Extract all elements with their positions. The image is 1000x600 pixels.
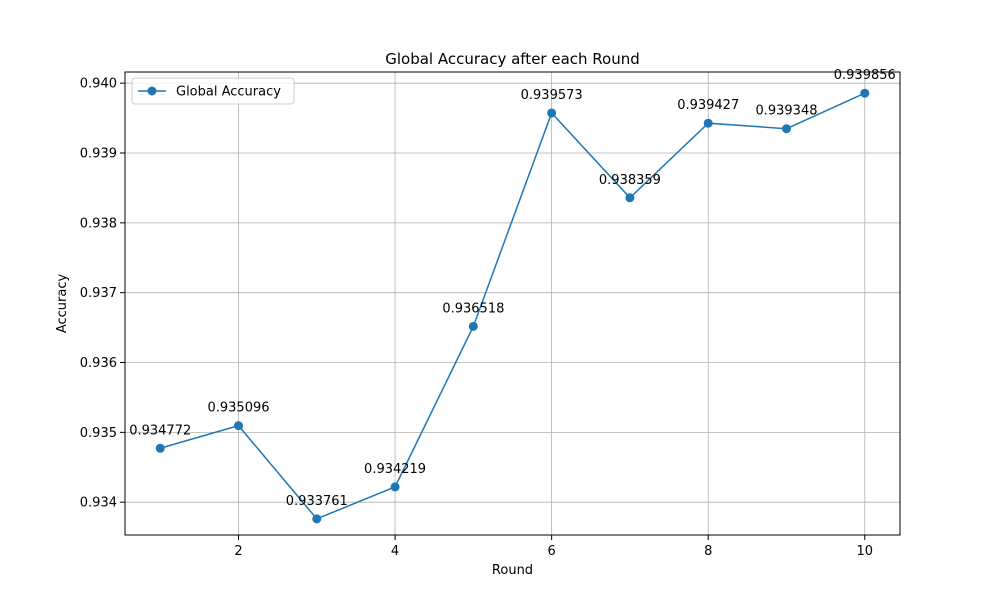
y-tick-label: 0.939 — [80, 147, 117, 162]
data-point — [625, 193, 634, 202]
x-tick-label: 4 — [391, 544, 399, 559]
data-point — [391, 482, 400, 491]
data-point — [782, 124, 791, 133]
data-label: 0.936518 — [442, 301, 504, 316]
x-tick-label: 8 — [704, 544, 712, 559]
data-point — [156, 444, 165, 453]
data-label: 0.933761 — [286, 494, 348, 509]
data-label: 0.935096 — [207, 401, 269, 416]
x-tick-label: 6 — [548, 544, 556, 559]
legend: Global Accuracy — [132, 78, 294, 104]
data-point — [469, 322, 478, 331]
x-axis-label: Round — [492, 563, 533, 578]
data-label: 0.939573 — [521, 88, 583, 103]
legend-label-global-accuracy: Global Accuracy — [176, 85, 281, 100]
legend-marker-swatch — [148, 87, 157, 96]
x-tick-label: 2 — [234, 544, 242, 559]
data-label: 0.934772 — [129, 423, 191, 438]
data-label: 0.938359 — [599, 173, 661, 188]
data-label: 0.939348 — [755, 104, 817, 119]
data-label: 0.939856 — [834, 68, 896, 83]
y-tick-label: 0.937 — [80, 286, 117, 301]
x-tick-label: 10 — [856, 544, 873, 559]
y-tick-label: 0.936 — [80, 356, 117, 371]
y-tick-label: 0.935 — [80, 426, 117, 441]
y-axis-label: Accuracy — [55, 274, 70, 334]
data-point — [312, 514, 321, 523]
chart-title: Global Accuracy after each Round — [385, 50, 640, 68]
y-tick-label: 0.938 — [80, 216, 117, 231]
y-tick-label: 0.934 — [80, 496, 117, 511]
data-label: 0.934219 — [364, 462, 426, 477]
data-point — [860, 89, 869, 98]
y-tick-label: 0.940 — [80, 77, 117, 92]
data-point — [234, 421, 243, 430]
data-point — [547, 108, 556, 117]
data-point — [704, 119, 713, 128]
data-label: 0.939427 — [677, 98, 739, 113]
